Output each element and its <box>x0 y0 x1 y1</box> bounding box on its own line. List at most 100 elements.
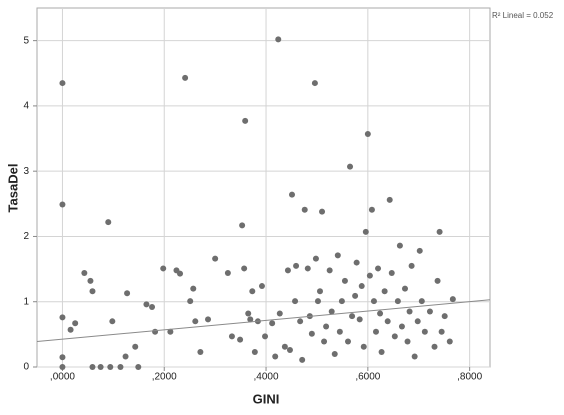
data-point <box>289 191 296 198</box>
plot-area <box>36 7 491 368</box>
data-point <box>308 330 315 337</box>
data-point <box>239 222 246 229</box>
data-point <box>59 354 66 361</box>
data-point <box>431 343 438 350</box>
data-point <box>132 343 139 350</box>
data-point <box>152 328 159 335</box>
data-point <box>398 323 405 330</box>
fit-line <box>36 299 491 343</box>
x-tick-label: ,0000 <box>50 372 75 383</box>
r-squared-annotation: R² Lineal = 0.052 <box>492 11 554 20</box>
data-point <box>356 316 363 323</box>
data-point <box>386 196 393 203</box>
data-point <box>388 270 395 277</box>
data-point <box>434 277 441 284</box>
data-point <box>360 343 367 350</box>
data-point <box>362 228 369 235</box>
y-tick-label: 4 <box>23 101 29 112</box>
data-point <box>421 328 428 335</box>
data-point <box>408 262 415 269</box>
data-point <box>353 259 360 266</box>
data-point <box>334 252 341 259</box>
data-point <box>241 265 248 272</box>
data-point <box>107 364 114 370</box>
data-point <box>384 318 391 325</box>
data-point <box>205 316 212 323</box>
data-point <box>347 163 354 170</box>
data-point <box>97 364 104 370</box>
data-point <box>237 336 244 343</box>
data-point <box>160 265 167 272</box>
data-point <box>319 208 326 215</box>
data-point <box>411 353 418 360</box>
data-point <box>135 364 142 370</box>
data-point <box>297 318 304 325</box>
data-point <box>275 36 282 43</box>
data-point <box>182 74 189 81</box>
data-point <box>242 117 249 124</box>
y-tick-label: 0 <box>23 362 29 373</box>
data-point <box>228 333 235 340</box>
data-point <box>299 356 306 363</box>
data-point <box>122 353 129 360</box>
data-point <box>67 326 74 333</box>
data-point <box>328 308 335 315</box>
data-point <box>436 228 443 235</box>
data-point <box>197 348 204 355</box>
data-point <box>272 353 279 360</box>
data-point <box>262 333 269 340</box>
data-point <box>304 265 311 272</box>
data-point <box>167 328 174 335</box>
x-tick-label: ,4000 <box>254 372 279 383</box>
data-point <box>72 320 79 327</box>
data-point <box>59 80 66 87</box>
data-point <box>258 283 265 290</box>
data-point <box>190 285 197 292</box>
data-point <box>284 267 291 274</box>
data-point <box>105 219 112 226</box>
data-point <box>401 285 408 292</box>
x-tick-label: ,2000 <box>152 372 177 383</box>
x-axis-title: GINI <box>253 391 280 406</box>
data-point <box>406 308 413 315</box>
data-point <box>326 267 333 274</box>
data-point <box>251 348 258 355</box>
data-point <box>124 290 131 297</box>
data-point <box>292 298 299 305</box>
data-point <box>446 338 453 345</box>
data-point <box>316 288 323 295</box>
data-point <box>370 298 377 305</box>
data-point <box>344 338 351 345</box>
data-point <box>368 206 375 213</box>
data-point <box>314 298 321 305</box>
data-point <box>336 328 343 335</box>
data-point <box>293 262 300 269</box>
data-point <box>321 338 328 345</box>
y-tick-label: 5 <box>23 35 29 46</box>
x-tick-label: ,8000 <box>457 372 482 383</box>
data-point <box>341 277 348 284</box>
data-point <box>89 364 96 370</box>
data-point <box>364 130 371 137</box>
data-point <box>338 298 345 305</box>
data-point <box>109 318 116 325</box>
data-point <box>396 242 403 249</box>
data-point <box>301 206 308 213</box>
data-point <box>404 338 411 345</box>
data-point <box>358 283 365 290</box>
data-point <box>269 320 276 327</box>
data-point <box>87 277 94 284</box>
data-point <box>352 292 359 299</box>
data-point <box>372 328 379 335</box>
data-point <box>245 310 252 317</box>
data-point <box>375 265 382 272</box>
y-axis-title: TasaDel <box>5 164 20 213</box>
data-point <box>89 288 96 295</box>
data-point <box>249 288 256 295</box>
y-tick-label: 3 <box>23 166 29 177</box>
data-point <box>117 364 124 370</box>
data-point <box>149 303 156 310</box>
x-tick-label: ,6000 <box>355 372 380 383</box>
data-point <box>311 80 318 87</box>
